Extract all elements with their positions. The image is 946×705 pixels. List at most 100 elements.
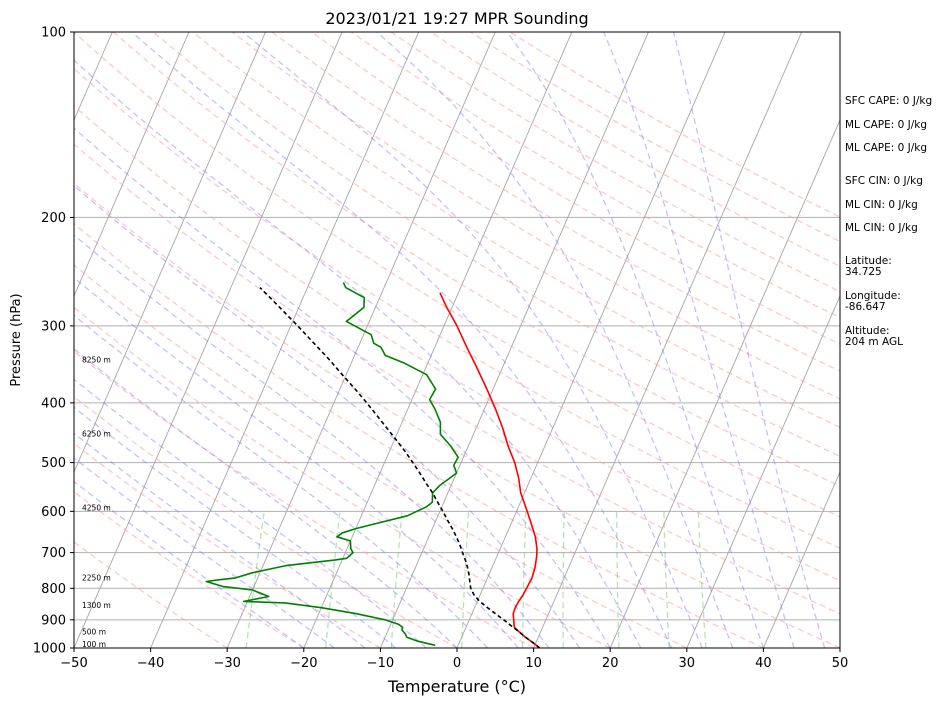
moist-adiabat-line — [603, 32, 795, 648]
height-label: 1300 m — [82, 601, 111, 610]
height-label: 4250 m — [82, 503, 111, 512]
dry-adiabat-line — [74, 105, 840, 582]
moist-adiabat-line — [74, 234, 550, 648]
moist-adiabat-line — [74, 314, 489, 648]
x-tick-label: −40 — [137, 656, 164, 671]
stat-ml-cape-2: ML CAPE: 0 J/kg — [845, 142, 927, 154]
plot-area — [74, 32, 840, 648]
y-tick-label: 500 — [41, 456, 66, 471]
moist-adiabat-line — [74, 348, 458, 648]
height-label: 6250 m — [82, 429, 111, 438]
dry-adiabat-line — [74, 491, 305, 648]
moist-adiabat-line — [376, 32, 734, 648]
stats-panel: SFC CAPE: 0 J/kg ML CAPE: 0 J/kg ML CAPE… — [845, 95, 932, 234]
y-tick-label: 700 — [41, 546, 66, 561]
x-tick-label: −30 — [213, 656, 240, 671]
isotherm-line — [456, 32, 726, 648]
moist-adiabat-line — [74, 406, 397, 648]
mixing-ratio-line — [245, 511, 265, 648]
dewpoint-profile — [205, 282, 459, 647]
dry-adiabat-line — [74, 32, 840, 518]
height-label: 8250 m — [82, 355, 111, 364]
y-tick-label: 300 — [41, 319, 66, 334]
isotherm-line — [609, 118, 840, 648]
moist-adiabat-line — [672, 32, 826, 648]
y-tick-label: 800 — [41, 582, 66, 597]
dry-adiabat-line — [74, 350, 534, 648]
chart-title: 2023/01/21 19:27 MPR Sounding — [325, 9, 588, 28]
x-axis-label: Temperature (°C) — [387, 677, 526, 696]
longitude-label: Longitude: — [845, 290, 901, 302]
height-label: 500 m — [82, 628, 106, 637]
dry-adiabat-line — [74, 182, 840, 648]
moist-adiabat-line — [242, 32, 703, 648]
moist-adiabat-line — [74, 378, 427, 648]
x-tick-label: 40 — [755, 656, 772, 671]
isotherm-line — [74, 32, 190, 298]
stat-ml-cin-2: ML CIN: 0 J/kg — [845, 222, 918, 234]
thermodynamic-background — [74, 32, 840, 648]
dry-adiabat-line — [74, 395, 458, 648]
stat-sfc-cape: SFC CAPE: 0 J/kg — [845, 95, 932, 107]
longitude-value: -86.647 — [845, 301, 886, 313]
x-tick-label: −10 — [367, 656, 394, 671]
dry-adiabat-line — [271, 32, 840, 372]
moist-adiabat-line — [74, 276, 519, 648]
height-label: 2250 m — [82, 574, 111, 583]
dry-adiabat-line — [74, 143, 840, 615]
y-tick-label: 900 — [41, 613, 66, 628]
x-tick-label: 50 — [832, 656, 849, 671]
y-tick-label: 200 — [41, 211, 66, 226]
y-tick-label: 100 — [41, 26, 66, 41]
moist-adiabat-line — [74, 59, 642, 648]
y-tick-label: 1000 — [33, 642, 66, 657]
moist-adiabat-line — [74, 480, 305, 648]
temperature-profile — [439, 292, 541, 648]
dry-adiabat-line — [74, 442, 381, 648]
moist-adiabat-line — [74, 184, 581, 648]
dry-adiabat-line — [74, 306, 611, 648]
moist-adiabat-line — [506, 32, 765, 648]
latitude-label: Latitude: — [845, 255, 892, 267]
isotherm-line — [74, 32, 343, 648]
moist-adiabat-line — [74, 457, 335, 648]
y-tick-label: 600 — [41, 505, 66, 520]
stat-ml-cin: ML CIN: 0 J/kg — [845, 199, 918, 211]
y-axis-ticks: 100 200 300 400 500 600 700 800 900 1000 — [33, 26, 74, 657]
stat-ml-cape: ML CAPE: 0 J/kg — [845, 119, 927, 131]
isotherm-line — [686, 294, 840, 648]
isotherm-line — [533, 32, 803, 648]
x-tick-label: −20 — [290, 656, 317, 671]
stat-sfc-cin: SFC CIN: 0 J/kg — [845, 175, 923, 187]
y-axis-label: Pressure (hPa) — [9, 293, 24, 386]
x-tick-label: −50 — [60, 656, 87, 671]
height-labels: 100 m 500 m 1300 m 2250 m 4250 m 6250 m 8250 m — [82, 355, 111, 649]
x-tick-label: 30 — [679, 656, 696, 671]
altitude-label: Altitude: — [845, 325, 890, 337]
altitude-value: 204 m AGL — [845, 336, 903, 348]
dry-adiabat-line — [74, 67, 840, 549]
dry-adiabat-line — [74, 264, 688, 648]
latitude-value: 34.725 — [845, 266, 882, 278]
moist-adiabat-line — [74, 432, 366, 648]
isotherm-line — [226, 32, 496, 648]
height-label: 100 m — [82, 640, 106, 649]
isotherm-line — [379, 32, 649, 648]
x-tick-label: 0 — [453, 656, 461, 671]
isotherm-line — [74, 32, 266, 474]
dry-adiabat-line — [192, 32, 840, 429]
x-tick-label: 20 — [602, 656, 619, 671]
x-tick-label: 10 — [525, 656, 542, 671]
isotherm-line — [303, 32, 573, 648]
dry-adiabat-line — [311, 32, 840, 345]
sounding-profiles — [205, 282, 541, 648]
x-axis-ticks: −50 −40 −30 −20 −10 0 10 20 30 40 50 — [60, 648, 848, 671]
moist-adiabat-line — [74, 127, 611, 648]
dry-adiabat-line — [152, 32, 840, 458]
isotherm-line — [762, 470, 840, 648]
parcel-path — [259, 287, 541, 648]
y-tick-label: 400 — [41, 396, 66, 411]
location-panel: Latitude: 34.725 Longitude: -86.647 Alti… — [845, 255, 903, 348]
isotherm-line — [150, 32, 420, 648]
